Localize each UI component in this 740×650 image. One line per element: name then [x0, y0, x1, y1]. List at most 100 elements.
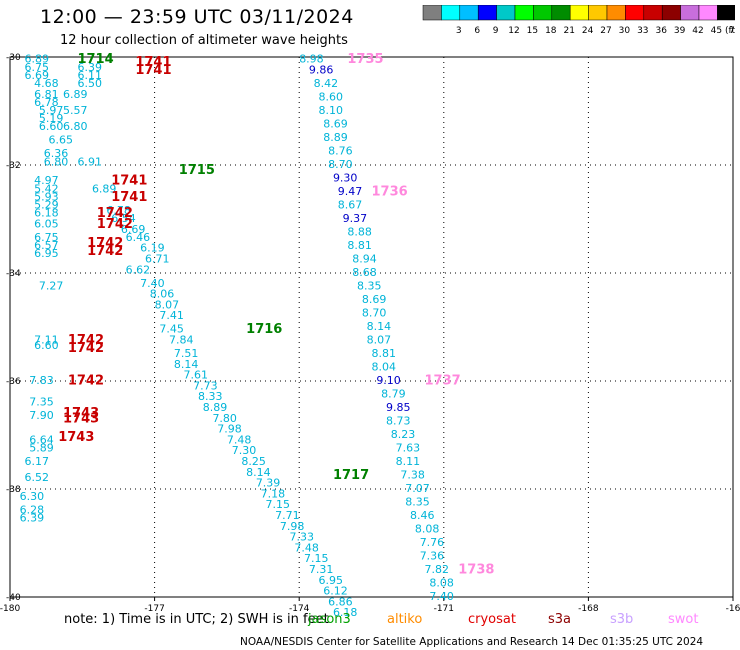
pass-time-label: 1742	[87, 236, 123, 251]
wave-height-value: 7.39	[256, 477, 281, 490]
legend-label: 39	[674, 26, 686, 36]
wave-height-value: 6.11	[77, 69, 102, 82]
legend-swatch	[717, 5, 735, 21]
wave-height-value: 7.35	[29, 396, 53, 409]
wave-height-value: 4.97	[34, 174, 59, 187]
wave-height-value: 7.80	[212, 412, 237, 425]
legend-label: 27	[600, 26, 611, 36]
color-legend: 36912151821242730333639424570(ft)	[422, 5, 735, 36]
legend-label: 33	[637, 26, 648, 36]
wave-height-value: 6.46	[126, 231, 150, 244]
wave-height-value: 7.41	[159, 309, 184, 322]
wave-height-value: 8.35	[357, 280, 382, 293]
wave-height-value: 7.15	[304, 552, 329, 565]
wave-height-value: 7.73	[193, 379, 218, 392]
pass-time-label: 1743	[63, 406, 99, 421]
legend-label: 45	[711, 26, 722, 36]
satellite-legend-swot: swot	[668, 612, 699, 627]
wave-height-value: 8.14	[367, 320, 392, 333]
wave-height-value: 8.14	[174, 358, 199, 371]
legend-label: 9	[493, 26, 499, 36]
wave-height-value: 7.45	[159, 323, 184, 336]
wave-height-value: 6.71	[145, 253, 170, 266]
wave-height-value: 6.69	[24, 69, 49, 82]
satellite-legend-jason3: jason3	[308, 612, 351, 627]
y-tick-label: -40	[6, 593, 21, 603]
series-swot: 8.989.868.428.608.108.698.898.768.709.30…	[299, 52, 494, 603]
x-tick-label: -177	[144, 604, 164, 614]
wave-height-value: 8.98	[299, 53, 324, 66]
wave-height-value: 7.15	[265, 498, 290, 511]
legend-label: 15	[527, 26, 538, 36]
pass-time-label: 1716	[246, 322, 282, 337]
wave-height-value: 5.19	[39, 112, 64, 125]
pass-time-label: 1737	[425, 374, 461, 389]
wave-height-value: 6.89	[92, 182, 117, 195]
satellite-legend-s3a: s3a	[548, 612, 572, 627]
wave-height-value: 5.97	[39, 104, 64, 117]
wave-height-value: 7.98	[217, 423, 242, 436]
wave-height-value: 6.39	[77, 61, 102, 74]
pass-time-label: 1715	[179, 163, 215, 178]
pass-time-label: 1743	[58, 430, 94, 445]
legend-label: 24	[582, 26, 594, 36]
x-tick-label: -180	[0, 604, 20, 614]
wave-height-value: 8.23	[391, 428, 416, 441]
wave-height-value: 8.33	[198, 390, 223, 403]
wave-height-value: 9.47	[338, 185, 363, 198]
wave-height-value: 7.11	[34, 334, 59, 347]
chart-title: 12:00 — 23:59 UTC 03/11/2024	[40, 6, 354, 28]
wave-height-value: 8.35	[405, 496, 430, 509]
pass-time-label: 1742	[68, 333, 104, 348]
wave-height-value: 6.39	[20, 512, 45, 525]
wave-height-value: 9.37	[343, 212, 368, 225]
wave-height-value: 8.06	[150, 288, 175, 301]
wave-height-value: 6.60	[39, 120, 64, 133]
wave-height-value: 7.40	[140, 277, 165, 290]
wave-height-value: 8.89	[323, 131, 348, 144]
wave-height-value: 6.86	[328, 595, 353, 608]
pass-time-label: 1742	[97, 206, 133, 221]
wave-height-value: 6.12	[323, 585, 348, 598]
wave-height-value: 8.07	[155, 298, 180, 311]
wave-height-value: 5.93	[34, 190, 59, 203]
footnote: note: 1) Time is in UTC; 2) SWH is in fe…	[64, 612, 329, 627]
wave-height-value: 8.25	[241, 455, 265, 468]
wave-height-value: 8.81	[372, 347, 397, 360]
wave-height-value: 7.33	[290, 531, 315, 544]
wave-height-value: 8.14	[246, 466, 271, 479]
wave-height-value: 7.83	[29, 374, 53, 387]
series-cryosat: 1741174117411741174217421742174217421742…	[58, 55, 171, 445]
wave-height-value: 6.75	[34, 231, 59, 244]
wave-height-value: 6.52	[24, 471, 49, 484]
wave-height-value: 7.76	[420, 536, 445, 549]
wave-height-value: 6.62	[126, 263, 150, 276]
wave-height-value: 9.30	[333, 172, 358, 185]
wave-height-value: 9.10	[376, 374, 401, 387]
wave-height-value: 6.80	[63, 120, 88, 133]
wave-height-value: 9.86	[309, 64, 334, 77]
wave-height-value: 7.84	[169, 334, 194, 347]
wave-height-value: 8.11	[396, 455, 421, 468]
wave-height-value: 8.69	[362, 293, 387, 306]
wave-height-value: 8.42	[314, 77, 339, 90]
wave-height-value: 6.54	[111, 212, 136, 225]
wave-height-value: 7.90	[29, 409, 53, 422]
wave-height-value: 5.42	[34, 182, 59, 195]
wave-height-value: 7.31	[309, 563, 334, 576]
wave-height-value: 8.67	[338, 199, 363, 212]
legend-label: 12	[508, 26, 519, 36]
wave-height-value: 8.10	[318, 104, 343, 117]
wave-height-value: 6.89	[24, 53, 49, 66]
wave-height-value: 8.76	[328, 145, 353, 158]
legend-label: 30	[619, 26, 631, 36]
y-tick-label: -30	[6, 53, 21, 63]
wave-height-value: 5.29	[34, 199, 59, 212]
x-tick-label: -174	[289, 604, 310, 614]
wave-height-value: 6.05	[34, 217, 59, 230]
pass-time-label: 1736	[372, 185, 408, 200]
satellite-legend-altiko: altiko	[387, 612, 423, 627]
wave-height-value: 6.78	[34, 96, 59, 109]
pass-time-label: 1741	[111, 174, 147, 189]
legend-label: 70	[729, 26, 735, 36]
